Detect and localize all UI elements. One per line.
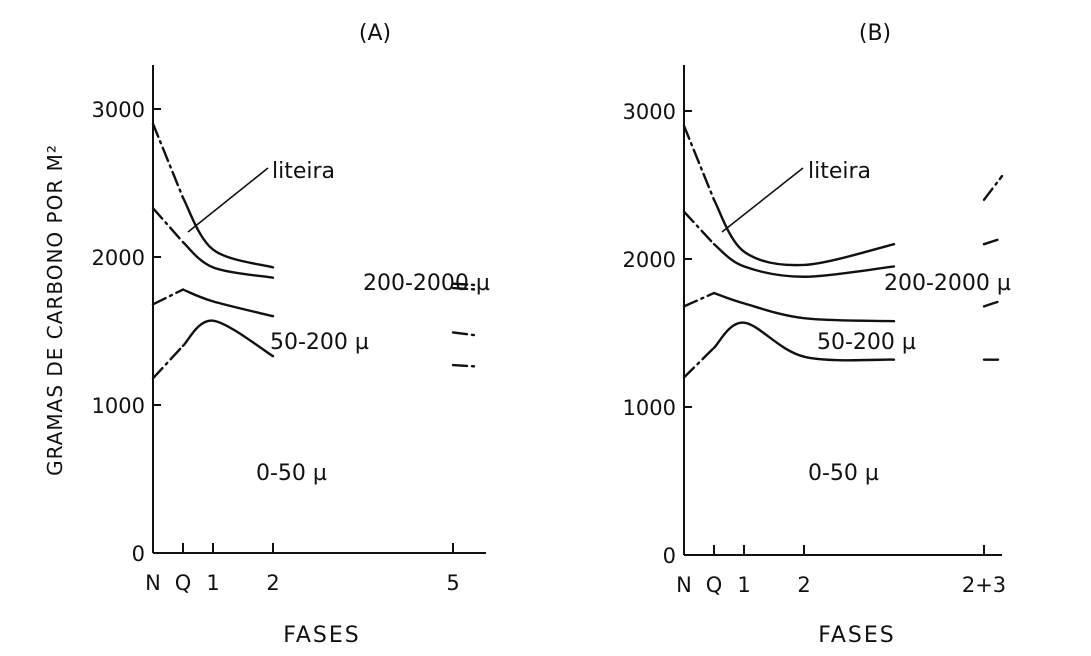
panel-b-x-tick-label-2: 1 bbox=[737, 573, 750, 597]
panel-b-x-axis-label: FASES bbox=[818, 623, 896, 648]
panel-a-curve-b0_50-tail bbox=[453, 365, 477, 366]
panel-b-curve-b0_50-head bbox=[684, 348, 714, 378]
panel-b-curve-b200_2000-tail bbox=[984, 238, 1002, 244]
panel-a-curve-b200_2000 bbox=[183, 242, 273, 278]
panel-b: (B) 0 1000 2000 3000 N Q 1 2 2+3 liteira 200-20… bbox=[623, 21, 1011, 648]
panel-b-label-liteira: liteira bbox=[808, 159, 871, 184]
panel-a-label-liteira: liteira bbox=[272, 159, 335, 184]
panel-a-curve-b50_200 bbox=[183, 290, 273, 317]
panel-a-curve-b50_200-head bbox=[153, 290, 183, 305]
panel-a-curve-b200_2000-head bbox=[153, 208, 183, 242]
panel-b-curve-liteira_top-head bbox=[684, 126, 714, 200]
panel-a-curve-b0_50-head bbox=[153, 346, 183, 379]
panel-b-curve-b50_200-head bbox=[684, 293, 714, 306]
panel-b-curve-liteira_top bbox=[714, 200, 894, 265]
panel-b-curve-b50_200 bbox=[714, 293, 894, 321]
panel-a-y-tick-label-1: 1000 bbox=[92, 394, 145, 418]
panel-b-title: (B) bbox=[859, 21, 891, 46]
panel-b-curve-b200_2000-head bbox=[684, 212, 714, 245]
panel-b-label-0-50: 0-50 µ bbox=[808, 461, 879, 486]
panel-a-curve-liteira_top-head bbox=[153, 124, 183, 198]
panel-b-y-tick-label-1: 1000 bbox=[623, 396, 676, 420]
panel-a-x-tick-label-3: 2 bbox=[266, 571, 279, 595]
panel-a-y-tick-label-0: 0 bbox=[132, 542, 145, 566]
panel-b-y-tick-label-3: 3000 bbox=[623, 100, 676, 124]
panel-b-curve-liteira_top-tail bbox=[984, 176, 1002, 200]
panel-b-x-tick-label-4: 2+3 bbox=[962, 573, 1006, 597]
panel-a-liteira-leader bbox=[188, 168, 268, 232]
panel-b-curve-b50_200-tail bbox=[984, 300, 1002, 306]
panel-b-y-ticks: 0 1000 2000 3000 bbox=[623, 100, 692, 568]
panel-b-x-tick-label-1: Q bbox=[706, 573, 723, 597]
panel-b-label-200-2000: 200-2000 µ bbox=[884, 271, 1011, 296]
panel-a-x-tick-label-1: Q bbox=[175, 571, 192, 595]
panel-a-y-tick-label-3: 3000 bbox=[92, 98, 145, 122]
panel-a-label-50-200: 50-200 µ bbox=[270, 330, 369, 355]
panel-a-title: (A) bbox=[359, 21, 391, 46]
panel-a-y-tick-label-2: 2000 bbox=[92, 246, 145, 270]
panel-a-x-tick-label-4: 5 bbox=[446, 571, 459, 595]
panel-b-x-tick-label-0: N bbox=[676, 573, 692, 597]
panel-b-x-ticks: N Q 1 2 2+3 bbox=[676, 545, 1006, 597]
panel-a-y-ticks: 0 1000 2000 3000 bbox=[92, 98, 161, 566]
y-axis-label: GRAMAS DE CARBONO POR M² bbox=[43, 144, 67, 476]
panel-a-curve-b0_50 bbox=[183, 321, 273, 357]
panel-a-x-axis-label: FASES bbox=[283, 623, 361, 648]
panel-b-x-tick-label-3: 2 bbox=[797, 573, 810, 597]
panel-a-label-200-2000: 200-2000 µ bbox=[363, 271, 490, 296]
panel-a-curve-b50_200-tail bbox=[453, 332, 477, 335]
panel-b-liteira-leader bbox=[722, 168, 803, 232]
panel-a-x-tick-label-2: 1 bbox=[206, 571, 219, 595]
panel-b-label-50-200: 50-200 µ bbox=[817, 330, 916, 355]
panel-b-y-tick-label-2: 2000 bbox=[623, 248, 676, 272]
panel-a-x-tick-label-0: N bbox=[145, 571, 161, 595]
panel-a-label-0-50: 0-50 µ bbox=[256, 461, 327, 486]
panel-b-y-tick-label-0: 0 bbox=[663, 544, 676, 568]
